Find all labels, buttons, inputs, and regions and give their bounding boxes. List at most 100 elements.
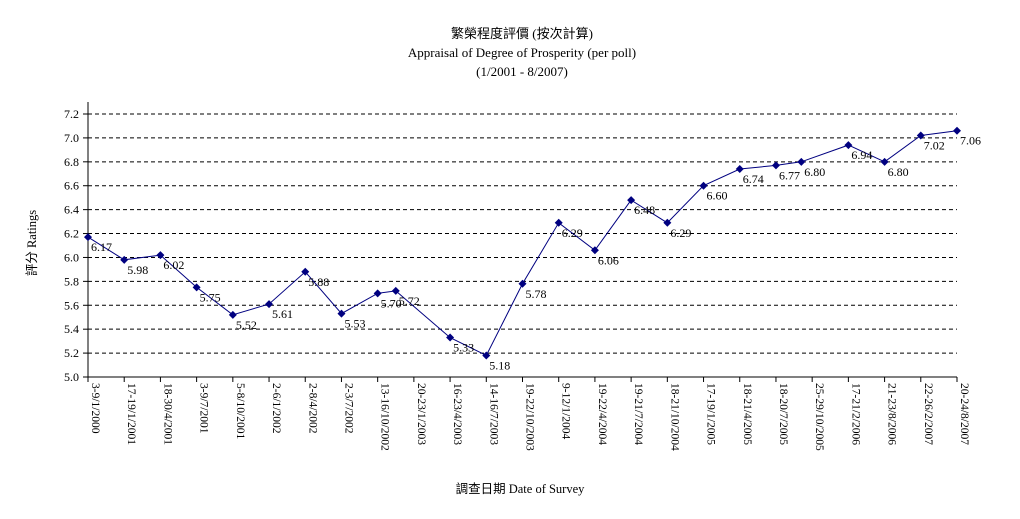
x-tick-label: 18-30/4/2001	[161, 383, 173, 445]
data-label: 5.75	[200, 290, 221, 304]
x-axis-title: 調查日期 Date of Survey	[456, 482, 586, 496]
data-label: 6.17	[91, 240, 112, 254]
x-tick-label: 3-9/1/2000	[89, 383, 101, 434]
x-tick-label: 22-26/2/2007	[922, 383, 934, 445]
data-label: 5.88	[308, 275, 329, 289]
x-tick-label: 21-23/8/2006	[886, 383, 898, 445]
x-tick-label: 18-21/10/2004	[668, 383, 680, 451]
data-point	[84, 233, 92, 242]
data-point	[844, 141, 853, 150]
x-tick-label: 17-19/1/2005	[705, 383, 717, 445]
gridlines	[83, 113, 957, 378]
y-tick-label: 6.4	[64, 203, 79, 217]
x-tick-label: 16-23/4/2003	[451, 383, 463, 445]
data-point	[916, 131, 925, 140]
data-point	[337, 309, 346, 318]
x-tick-label: 18-21/4/2005	[741, 383, 753, 445]
data-point	[699, 181, 708, 190]
x-tick-label: 19-21/7/2004	[632, 383, 644, 445]
x-tick-label: 9-12/1/2004	[560, 383, 572, 439]
chart-title: 繁榮程度評價 (按次計算)	[451, 26, 593, 41]
data-label: 6.80	[804, 165, 825, 179]
data-point	[771, 161, 780, 170]
data-point	[228, 310, 237, 319]
chart-period: (1/2001 - 8/2007)	[476, 64, 568, 79]
data-label: 5.18	[489, 358, 510, 372]
x-tick-label: 20-24/8/2007	[958, 383, 970, 445]
data-point	[265, 300, 274, 309]
y-axis-title: 評分 Ratings	[24, 210, 39, 276]
data-label: 6.80	[888, 165, 909, 179]
series-prosperity	[84, 126, 961, 360]
data-label: 6.29	[670, 226, 691, 240]
data-label: 7.06	[960, 134, 981, 148]
x-tick-label: 25-29/10/2005	[813, 383, 825, 451]
data-label: 5.98	[127, 263, 148, 277]
data-point	[953, 126, 961, 135]
y-tick-label: 5.6	[64, 298, 79, 312]
y-tick-label: 7.0	[64, 131, 79, 145]
data-point	[301, 267, 310, 276]
data-point	[735, 164, 744, 173]
x-tick-label: 13-16/10/2002	[379, 383, 391, 451]
data-label: 5.70	[381, 296, 402, 310]
data-point	[880, 157, 889, 166]
y-tick-label: 5.2	[64, 346, 79, 360]
series-line	[87, 130, 958, 357]
x-tick-label: 19-22/4/2004	[596, 383, 608, 445]
data-point	[192, 283, 201, 292]
data-label: 6.02	[163, 258, 184, 272]
x-tick-label: 17-21/2/2006	[849, 383, 861, 445]
data-point	[554, 218, 563, 227]
data-point	[120, 255, 129, 264]
data-point	[663, 218, 672, 227]
axes	[87, 102, 957, 378]
data-point	[446, 333, 455, 342]
data-label: 6.94	[851, 148, 872, 162]
data-label: 5.52	[236, 318, 257, 332]
x-tick-label: 2-8/4/2002	[306, 383, 318, 434]
x-tick-labels: 3-9/1/2000 17-19/1/2001 18-30/4/2001 3-9/7/…	[87, 377, 970, 451]
data-label: 5.61	[272, 307, 293, 321]
y-tick-label: 6.6	[64, 179, 79, 193]
data-label: 6.29	[562, 226, 583, 240]
data-label: 5.33	[453, 341, 474, 355]
chart-subtitle: Appraisal of Degree of Prosperity (per p…	[408, 45, 636, 60]
x-tick-label: 19-22/10/2003	[524, 383, 536, 451]
y-tick-labels: 5.0 5.2 5.4 5.6 5.8 6.0 6.2 6.4 6.6 6.8 7.0 7.2	[64, 107, 79, 384]
data-point	[373, 289, 382, 298]
data-label: 5.78	[526, 287, 547, 301]
x-tick-label: 5-8/10/2001	[234, 383, 246, 439]
x-tick-label: 2-6/1/2002	[270, 383, 282, 434]
y-tick-label: 6.2	[64, 227, 79, 241]
x-tick-label: 3-9/7/2001	[198, 383, 210, 434]
data-label: 6.74	[743, 172, 764, 186]
y-tick-label: 6.8	[64, 155, 79, 169]
x-tick-label: 17-19/1/2001	[125, 383, 137, 445]
data-point	[518, 279, 527, 288]
y-tick-label: 5.0	[64, 370, 79, 384]
data-point	[156, 251, 165, 260]
data-point	[391, 286, 400, 295]
data-label: 7.02	[924, 139, 945, 153]
data-label: 6.77	[779, 168, 800, 182]
data-label: 5.72	[399, 294, 420, 308]
x-tick-label: 20-23/1/2003	[415, 383, 427, 445]
data-label: 6.06	[598, 253, 619, 267]
x-tick-label: 14-16/7/2003	[487, 383, 499, 445]
y-tick-label: 7.2	[64, 107, 79, 121]
data-point	[590, 246, 599, 255]
y-tick-label: 5.8	[64, 274, 79, 288]
data-labels: 6.17 5.98 6.02 5.75 5.52 5.61 5.88 5.53 5.705.72…	[91, 134, 981, 373]
data-label: 6.48	[634, 203, 655, 217]
data-label: 5.53	[344, 317, 365, 331]
data-point	[797, 157, 806, 166]
y-tick-label: 5.4	[64, 322, 79, 336]
data-point	[627, 196, 636, 205]
y-tick-label: 6.0	[64, 250, 79, 264]
data-label: 6.60	[707, 189, 728, 203]
data-point	[482, 351, 491, 360]
x-tick-label: 18-20/7/2005	[777, 383, 789, 445]
